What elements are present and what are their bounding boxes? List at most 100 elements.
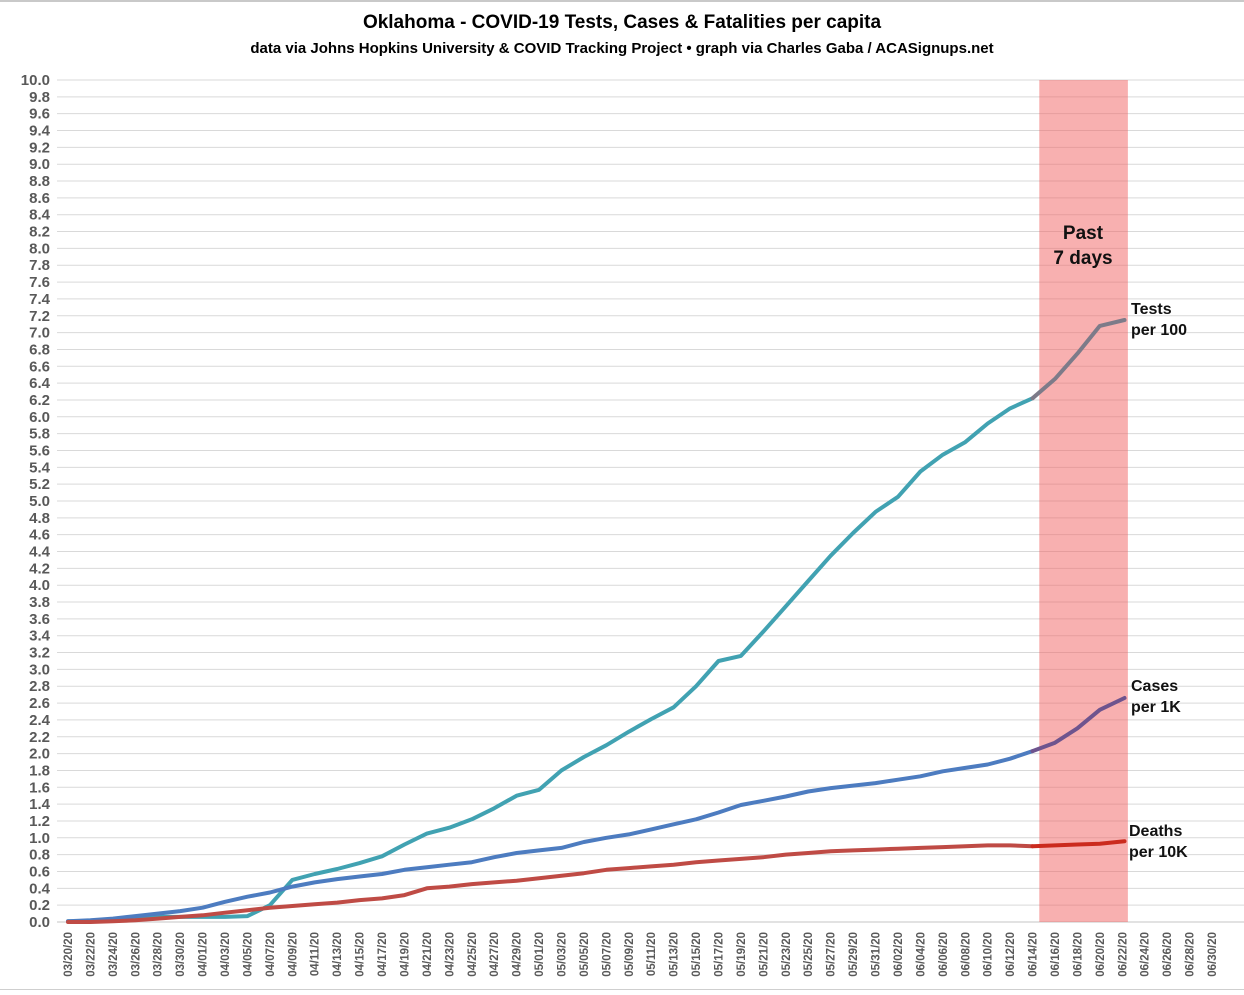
page-title: Oklahoma - COVID-19 Tests, Cases & Fatal… (362, 12, 882, 33)
y-axis-tick-label: 6.8 (29, 341, 50, 358)
x-axis-tick-label: 04/07/20 (265, 932, 277, 977)
x-axis-tick-label: 04/13/20 (332, 932, 344, 977)
x-axis-tick-label: 06/06/20 (938, 932, 950, 977)
y-axis-tick-label: 7.0 (29, 325, 50, 342)
x-axis-tick-label: 05/09/20 (624, 932, 636, 977)
x-axis-tick-label: 05/15/20 (691, 932, 703, 977)
y-axis-tick-label: 1.6 (29, 779, 50, 796)
cases-line-recent (1030, 696, 1127, 754)
deaths-line-recent (1030, 839, 1127, 849)
y-axis-tick-label: 7.2 (29, 308, 50, 325)
y-axis-tick-label: 2.6 (29, 695, 50, 712)
y-axis-tick-label: 1.2 (29, 813, 50, 830)
x-axis-tick-label: 04/27/20 (489, 932, 501, 977)
x-axis-tick-label: 05/23/20 (781, 932, 793, 977)
x-axis-tick-label: 04/05/20 (242, 932, 254, 977)
y-axis-tick-label: 9.0 (29, 156, 50, 173)
y-axis-tick-label: 5.0 (29, 493, 50, 510)
y-axis-tick-label: 3.2 (29, 645, 50, 662)
x-axis-tick-label: 06/30/20 (1207, 932, 1219, 977)
tests-line-recent (1030, 318, 1127, 401)
x-axis-tick-label: 04/03/20 (220, 932, 232, 977)
x-axis-tick-label: 05/17/20 (714, 932, 726, 977)
y-axis-tick-label: 1.0 (29, 830, 50, 847)
x-axis-tick-label: 04/23/20 (444, 932, 456, 977)
x-axis-tick-label: 05/31/20 (871, 932, 883, 977)
y-axis-tick-label: 3.6 (29, 611, 50, 628)
x-axis-tick-label: 04/15/20 (355, 932, 367, 977)
y-axis-tick-label: 3.8 (29, 594, 50, 611)
x-axis-tick-label: 05/25/20 (803, 932, 815, 977)
x-axis-tick-label: 03/26/20 (130, 932, 142, 977)
x-axis-tick-label: 05/11/20 (646, 932, 658, 976)
x-axis-tick-label: 05/07/20 (601, 932, 613, 977)
y-axis-tick-label: 9.6 (29, 106, 50, 123)
past-7-days-band-label: Past 7 days (1053, 223, 1113, 269)
y-axis-tick-label: 2.8 (29, 678, 50, 695)
y-axis-tick-label: 0.4 (29, 880, 51, 897)
x-axis-tick-label: 05/13/20 (669, 932, 681, 977)
x-axis-tick-label: 05/27/20 (826, 932, 838, 977)
y-axis-tick-label: 7.8 (29, 257, 50, 274)
cases-series-label: Cases per 1K (1131, 678, 1181, 716)
y-axis-tick-label: 5.2 (29, 476, 50, 493)
x-axis-tick-label: 06/12/20 (1005, 932, 1017, 977)
x-axis-tick-label: 06/24/20 (1140, 932, 1152, 977)
y-axis-tick-label: 5.4 (29, 459, 51, 476)
y-axis-tick-label: 3.0 (29, 661, 50, 678)
x-axis-tick-label: 06/02/20 (893, 932, 905, 977)
y-axis-tick-label: 0.2 (29, 897, 50, 914)
y-axis-tick-label: 1.4 (29, 796, 51, 813)
x-axis-tick-label: 04/09/20 (287, 932, 299, 977)
x-axis-tick-label: 06/20/20 (1095, 932, 1107, 977)
y-axis-tick-label: 6.6 (29, 358, 50, 375)
x-axis-tick-label: 06/10/20 (983, 932, 995, 977)
y-axis-tick-label: 4.2 (29, 560, 50, 577)
deaths-line (66, 843, 1035, 924)
x-axis-tick-label: 06/08/20 (960, 932, 972, 977)
x-axis-tick-label: 04/11/20 (310, 932, 322, 976)
deaths-series-label: Deaths per 10K (1129, 823, 1188, 861)
y-axis-tick-label: 2.4 (29, 712, 51, 729)
y-axis-tick-label: 9.8 (29, 89, 50, 106)
x-axis-tick-label: 03/22/20 (85, 932, 97, 977)
tests-line (66, 396, 1035, 924)
x-axis-tick-label: 04/01/20 (198, 932, 210, 977)
y-axis-tick-label: 2.2 (29, 729, 50, 746)
x-axis-tick-label: 03/28/20 (153, 932, 165, 977)
x-axis-tick-label: 04/17/20 (377, 932, 389, 977)
x-axis-tick-label: 04/21/20 (422, 932, 434, 977)
cases-line (66, 749, 1035, 924)
x-axis-tick-label: 05/19/20 (736, 932, 748, 977)
y-axis-tick-label: 6.0 (29, 409, 50, 426)
x-axis-tick-label: 05/05/20 (579, 932, 591, 977)
x-axis-tick-label: 04/29/20 (512, 932, 524, 977)
y-axis-tick-label: 8.6 (29, 190, 50, 207)
page-subtitle: data via Johns Hopkins University & COVI… (250, 40, 994, 57)
y-axis-tick-label: 1.8 (29, 762, 50, 779)
past-7-days-band (1039, 80, 1128, 922)
y-axis-tick-label: 5.8 (29, 426, 50, 443)
tests-series-label: Tests per 100 (1131, 301, 1188, 339)
y-axis-tick-label: 2.0 (29, 746, 50, 763)
y-axis-tick-label: 8.8 (29, 173, 50, 190)
x-axis-tick-label: 06/14/20 (1028, 932, 1040, 977)
y-axis-tick-label: 9.4 (29, 123, 51, 140)
x-axis-tick-label: 03/30/20 (175, 932, 187, 977)
y-axis-tick-label: 7.6 (29, 274, 50, 291)
x-axis-tick-label: 03/24/20 (108, 932, 120, 977)
x-axis-tick-label: 03/20/20 (63, 932, 75, 977)
y-axis-tick-label: 8.0 (29, 240, 50, 257)
y-axis-tick-label: 0.8 (29, 847, 50, 864)
x-axis-tick-label: 04/25/20 (467, 932, 479, 977)
y-axis-tick-label: 5.6 (29, 442, 50, 459)
bottom-border (0, 989, 1244, 990)
x-axis-tick-label: 06/04/20 (915, 932, 927, 977)
y-axis-tick-label: 4.8 (29, 510, 50, 527)
y-axis-tick-label: 0.6 (29, 863, 50, 880)
y-axis-tick-label: 4.4 (29, 544, 51, 561)
y-axis-tick-label: 9.2 (29, 139, 50, 156)
x-axis-tick-label: 04/19/20 (399, 932, 411, 977)
